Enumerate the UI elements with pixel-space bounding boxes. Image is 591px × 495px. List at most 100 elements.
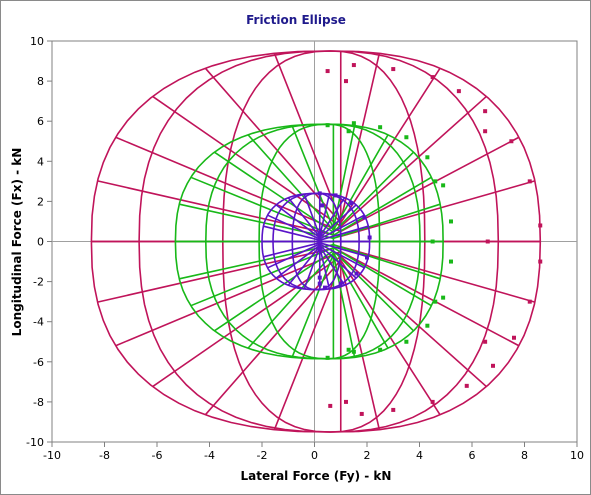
scatter-point: [425, 155, 430, 160]
scatter-point: [464, 383, 469, 388]
ellipse-spoke: [340, 250, 520, 347]
scatter-point: [351, 349, 356, 354]
y-tick-label: 4: [37, 155, 44, 168]
scatter-point: [456, 89, 461, 94]
x-tick-label: 6: [469, 449, 476, 462]
scatter-point: [430, 239, 435, 244]
series-2: [174, 121, 453, 360]
scatter-point: [483, 339, 488, 344]
scatter-point: [323, 285, 327, 290]
ellipse-spoke: [152, 95, 342, 228]
ellipse-spoke: [190, 246, 334, 307]
scatter-point: [404, 135, 409, 140]
scatter-point: [320, 203, 325, 208]
scatter-point: [325, 123, 330, 128]
ellipse-spoke: [332, 151, 415, 233]
scatter-point: [527, 179, 532, 184]
ellipse-spoke: [340, 136, 520, 233]
scatter-point: [378, 347, 383, 352]
ellipse-spoke: [267, 214, 321, 240]
scatter-point: [391, 67, 396, 72]
ellipse-spoke: [319, 197, 346, 238]
scatter-point: [425, 323, 430, 328]
scatter-point: [483, 109, 488, 114]
scatter-point: [344, 399, 348, 404]
scatter-point: [433, 179, 438, 184]
ellipse-spoke: [339, 53, 381, 222]
ellipse-spoke: [287, 197, 321, 238]
plot-area: -10 -8 -6 -4 -2 0 2 4 6 8 10 10 8 6 4 2 0 -2 -4 -6 -8 -10: [26, 35, 584, 462]
ellipse-spoke: [333, 203, 441, 240]
ellipse-spoke: [97, 245, 341, 303]
y-tick-label: -10: [26, 436, 44, 449]
x-tick-label: -6: [152, 449, 163, 462]
scatter-point: [365, 255, 369, 260]
scatter-point: [391, 407, 396, 412]
y-axis-title: Longitudinal Force (Fx) - kN: [10, 148, 24, 337]
x-tick-label: -4: [204, 449, 215, 462]
ellipse-spoke: [319, 242, 369, 258]
ellipse-spoke: [333, 243, 441, 280]
series-layer: [90, 50, 543, 433]
scatter-point: [349, 201, 354, 206]
scatter-point: [362, 215, 367, 220]
scatter-point: [449, 259, 453, 264]
scatter-point: [441, 295, 446, 300]
ellipse-spoke: [263, 225, 320, 241]
scatter-point: [430, 75, 435, 80]
scatter-point: [485, 239, 490, 244]
ellipse-spoke: [339, 261, 381, 430]
ellipse-spoke: [318, 193, 331, 237]
scatter-point: [359, 411, 364, 416]
scatter-point: [483, 129, 488, 134]
ellipse-spoke: [319, 243, 365, 269]
ellipse-spoke: [204, 67, 342, 224]
scatter-point: [325, 355, 330, 360]
chart-title: Friction Ellipse: [246, 13, 346, 27]
scatter-point: [367, 235, 372, 240]
y-tick-label: -6: [33, 356, 44, 369]
scatter-point: [351, 121, 356, 126]
ellipse-spoke: [340, 245, 536, 303]
ellipse-spoke: [319, 244, 357, 279]
ellipse-spoke: [332, 246, 432, 307]
scatter-point: [430, 399, 435, 404]
scatter-point: [509, 139, 514, 144]
y-tick-label: 6: [37, 115, 44, 128]
ellipse-spoke: [303, 193, 321, 237]
scatter-point: [527, 299, 532, 304]
scatter-point: [328, 403, 333, 408]
ellipse-spoke: [332, 134, 389, 231]
scatter-point: [325, 69, 330, 74]
scatter-point: [317, 281, 322, 286]
x-tick-label: 4: [416, 449, 423, 462]
ellipse-spoke: [273, 261, 342, 430]
ellipse-spoke: [319, 245, 346, 286]
x-tick-label: -8: [99, 449, 110, 462]
ellipse-spoke: [263, 242, 320, 258]
ellipse-spoke: [319, 204, 357, 239]
x-tick-label: -10: [43, 449, 61, 462]
series-3: [261, 191, 372, 291]
scatter-point: [344, 79, 348, 84]
ellipse-spoke: [340, 180, 536, 238]
ellipse-spoke: [291, 253, 335, 358]
y-tick-label: -2: [33, 276, 44, 289]
scatter-point: [512, 335, 516, 340]
scatter-point: [351, 63, 356, 68]
scatter-point: [538, 223, 543, 228]
ellipse-spoke: [303, 246, 321, 290]
ellipse-spoke: [318, 246, 331, 290]
x-tick-label: 10: [570, 449, 584, 462]
ellipse-spoke: [275, 244, 321, 279]
scatter-point: [433, 299, 438, 304]
x-axis-title: Lateral Force (Fy) - kN: [241, 469, 392, 483]
scatter-point: [354, 271, 359, 276]
ellipse-spoke: [152, 255, 342, 388]
ellipse-spoke: [332, 176, 432, 237]
scatter-point: [378, 125, 383, 130]
scatter-point: [538, 259, 543, 264]
ellipse-spoke: [190, 176, 334, 237]
ellipse-spoke: [267, 243, 321, 269]
